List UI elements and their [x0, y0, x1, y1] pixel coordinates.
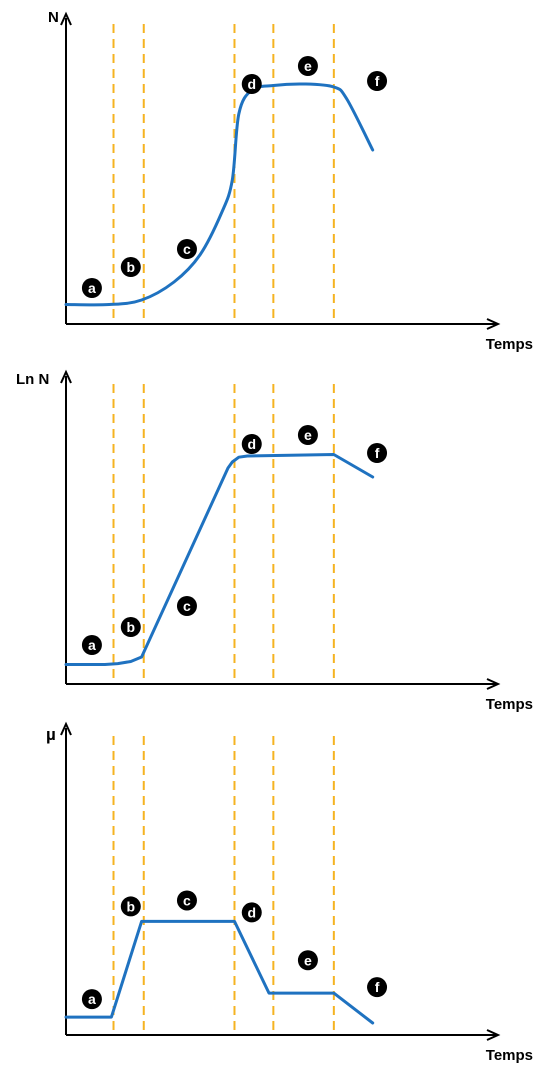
phase-marker-circle — [241, 74, 262, 94]
growth-curve — [64, 82, 375, 307]
phase-marker-a: a — [81, 278, 102, 298]
phase-marker-circle — [81, 989, 102, 1010]
phase-marker-f: f — [367, 443, 388, 463]
phase-marker-label: b — [127, 259, 136, 275]
growth-curve — [64, 453, 375, 666]
phase-marker-b: b — [120, 896, 141, 917]
phase-marker-circle — [241, 434, 262, 454]
phase-marker-label: d — [247, 76, 256, 92]
phase-marker-e: e — [297, 56, 318, 76]
phase-marker-circle — [120, 896, 141, 917]
phase-marker-d: d — [241, 74, 262, 94]
phase-marker-label: c — [183, 598, 191, 614]
phase-marker-circle — [367, 977, 388, 998]
phase-marker-label: e — [304, 427, 312, 443]
x-axis-label: Temps — [486, 336, 533, 353]
phase-marker-label: c — [183, 892, 191, 908]
phase-marker-e: e — [297, 950, 318, 971]
x-axis-label: Temps — [486, 696, 533, 713]
x-axis-label: Temps — [486, 1047, 533, 1064]
phase-marker-label: b — [127, 619, 136, 635]
phase-marker-circle — [241, 902, 262, 923]
y-axis-arrow-icon — [60, 11, 72, 26]
phase-marker-circle — [81, 635, 102, 655]
y-axis-label: µ — [46, 725, 56, 744]
phase-marker-c: c — [176, 890, 197, 911]
chart-panel-3: µ Temps a b c d e f — [46, 721, 533, 1064]
phase-marker-label: a — [88, 280, 96, 296]
phase-marker-circle — [176, 596, 197, 616]
phase-marker-label: e — [304, 58, 312, 74]
phase-marker-label: a — [88, 991, 96, 1007]
phase-marker-label: b — [127, 898, 136, 914]
x-axis-arrow-icon — [486, 318, 501, 330]
phase-marker-circle — [120, 257, 141, 277]
chart-panel-2: Ln N Temps a b c d e f — [16, 369, 533, 713]
y-axis-label: N — [48, 9, 59, 26]
phase-marker-c: c — [176, 239, 197, 259]
phase-marker-circle — [176, 890, 197, 911]
phase-marker-label: d — [247, 436, 256, 452]
phase-marker-a: a — [81, 989, 102, 1010]
x-axis-arrow-icon — [486, 1029, 501, 1041]
phase-marker-circle — [81, 278, 102, 298]
phase-marker-label: f — [375, 979, 380, 995]
phase-marker-b: b — [120, 617, 141, 637]
phase-marker-c: c — [176, 596, 197, 616]
phase-marker-label: f — [375, 73, 380, 89]
phase-marker-label: e — [304, 952, 312, 968]
y-axis-label: Ln N — [16, 371, 49, 388]
phase-marker-circle — [297, 425, 318, 445]
phase-marker-circle — [120, 617, 141, 637]
chart-panel-1: N Temps a b c d e f — [48, 9, 533, 353]
phase-marker-f: f — [367, 977, 388, 998]
phase-marker-d: d — [241, 902, 262, 923]
x-axis-arrow-icon — [486, 678, 501, 690]
phase-marker-label: f — [375, 445, 380, 461]
y-axis-arrow-icon — [60, 369, 72, 384]
y-axis-arrow-icon — [60, 721, 72, 736]
phase-marker-circle — [367, 443, 388, 463]
growth-curve — [64, 919, 375, 1025]
phase-marker-circle — [297, 56, 318, 76]
phase-marker-e: e — [297, 425, 318, 445]
phase-marker-label: a — [88, 637, 96, 653]
phase-marker-b: b — [120, 257, 141, 277]
phase-marker-label: d — [247, 904, 256, 920]
phase-marker-a: a — [81, 635, 102, 655]
phase-marker-circle — [176, 239, 197, 259]
phase-marker-circle — [297, 950, 318, 971]
phase-marker-d: d — [241, 434, 262, 454]
phase-marker-circle — [367, 71, 388, 91]
phase-marker-label: c — [183, 241, 191, 257]
phase-marker-f: f — [367, 71, 388, 91]
